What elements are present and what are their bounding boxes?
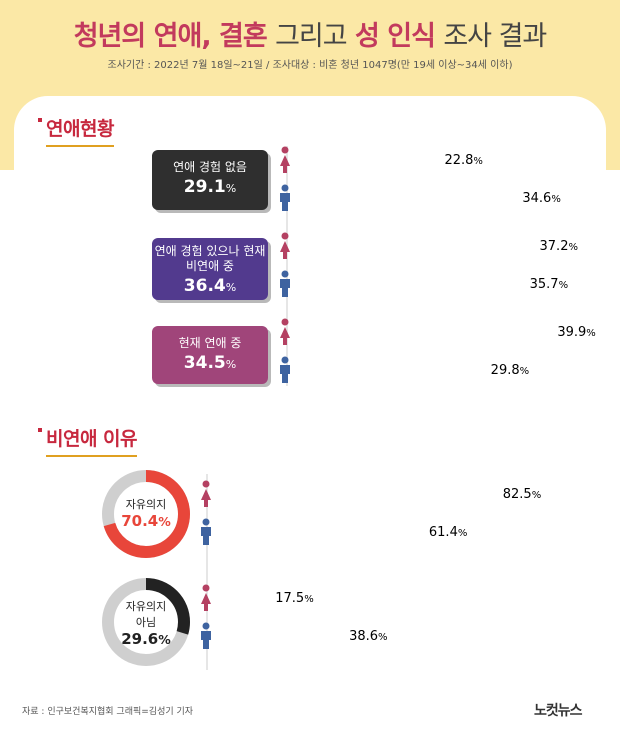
male-bar: [290, 186, 518, 212]
title-part2: 그리고: [275, 21, 348, 52]
donut-category-label: 자유의지 아님: [125, 600, 167, 629]
bar-value-label: 17.5%: [275, 591, 314, 606]
bar-value-label: 39.9%: [557, 325, 596, 340]
title-part4: 조사 결과: [443, 21, 547, 52]
footer-source: 자료 : 인구보건복지협회 그래픽=김성기 기자: [22, 707, 194, 717]
male-bar: [290, 272, 526, 298]
category-label: 연애 경험 있으나 현재 비연애 중: [154, 244, 266, 273]
male-icon: [280, 270, 290, 297]
category-total: 36.4%: [183, 276, 237, 296]
bar-value-label: 29.8%: [490, 363, 530, 378]
category-box-inner: 현재 연애 중 34.5%: [152, 326, 268, 373]
donut-category-label: 자유의지: [125, 498, 167, 511]
female-bar: [290, 320, 553, 346]
donut-total: 70.4%: [121, 512, 171, 530]
bar-value-label: 37.2%: [539, 239, 578, 254]
female-icon: [201, 480, 211, 507]
section-heading-dating-status: 연애현황: [38, 114, 114, 147]
divider-line: [286, 146, 288, 386]
male-icon: [280, 356, 290, 383]
male-bar: [210, 624, 345, 650]
news-logo: 노컷뉴스: [534, 703, 583, 719]
category-label: 현재 연애 중: [178, 336, 242, 350]
bar-value-label: 34.6%: [522, 191, 561, 206]
bar-value-label: 82.5%: [502, 487, 542, 502]
donut-label: 자유의지 70.4%: [100, 496, 192, 530]
title-part1: 청년의 연애, 결혼: [73, 21, 268, 52]
page-title: 청년의 연애, 결혼 그리고 성 인식 조사 결과: [0, 14, 620, 53]
category-box: 현재 연애 중 34.5%: [152, 326, 268, 384]
female-bar: [210, 482, 499, 508]
male-icon: [280, 184, 290, 211]
donut-chart: [102, 470, 190, 558]
page-subtitle: 조사기간 : 2022년 7월 18일~21일 / 조사대상 : 비혼 청년 1…: [107, 60, 513, 71]
section-heading-non-dating-reason: 비연애 이유: [38, 424, 138, 457]
female-bar: [290, 148, 440, 174]
category-box-inner: 연애 경험 있으나 현재 비연애 중 36.4%: [152, 238, 268, 296]
category-total: 29.1%: [183, 177, 237, 197]
donut-segment: [102, 470, 190, 558]
divider-line: [206, 474, 208, 670]
category-box: 연애 경험 없음 29.1%: [152, 150, 268, 210]
female-icon: [280, 318, 290, 345]
female-icon: [280, 232, 290, 259]
bar-value-label: 38.6%: [349, 629, 388, 644]
category-label: 연애 경험 없음: [173, 160, 247, 174]
donut-chart: [102, 578, 190, 666]
male-icon: [201, 622, 211, 649]
bar-value-label: 22.8%: [444, 153, 483, 168]
male-bar: [210, 520, 425, 546]
bar-value-label: 35.7%: [529, 277, 569, 292]
female-bar: [290, 234, 536, 260]
female-icon: [280, 146, 290, 173]
title-part3: 성 인식: [355, 21, 436, 52]
category-total: 34.5%: [183, 353, 237, 373]
category-box: 연애 경험 있으나 현재 비연애 중 36.4%: [152, 238, 268, 300]
female-bar: [210, 586, 271, 612]
male-icon: [201, 518, 211, 545]
donut-segment: [102, 578, 190, 666]
donut-total: 29.6%: [121, 630, 171, 648]
male-bar: [290, 358, 487, 384]
female-icon: [201, 584, 211, 611]
category-box-inner: 연애 경험 없음 29.1%: [152, 150, 268, 197]
bar-value-label: 61.4%: [428, 525, 468, 540]
donut-label: 자유의지 아님 29.6%: [100, 598, 192, 648]
